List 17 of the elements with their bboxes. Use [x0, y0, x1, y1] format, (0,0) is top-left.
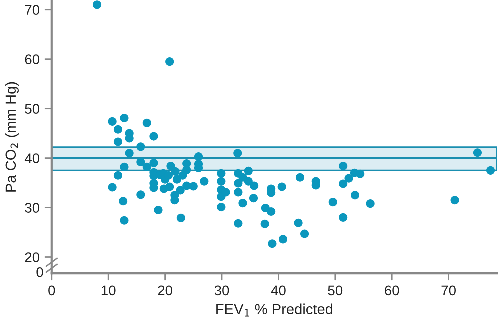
- x-tick-label: 60: [385, 286, 400, 296]
- y-tick-label: 40: [24, 154, 40, 164]
- y-axis-title: Pa CO$_{2}$ (mm Hg): [5, 82, 19, 192]
- y-tick-label: 70: [25, 5, 40, 16]
- y-tick-label: 30: [25, 203, 40, 213]
- x-axis-title: FEV$_{1}$ % Predicted: [216, 304, 333, 317]
- y-tick-label: 60: [25, 54, 40, 65]
- y-tick-label: 20: [25, 252, 40, 262]
- x-tick-label: 40: [271, 286, 286, 296]
- x-tick-label: 0: [48, 286, 56, 296]
- x-tick-label: 10: [102, 286, 116, 296]
- text: 0: [36, 267, 44, 278]
- x-tick-label: 70: [442, 286, 456, 296]
- x-tick-label: 20: [158, 286, 172, 296]
- x-tick-label: 50: [328, 286, 343, 296]
- y-tick-label: 50: [25, 104, 40, 114]
- x-tick-label: 30: [214, 286, 230, 296]
